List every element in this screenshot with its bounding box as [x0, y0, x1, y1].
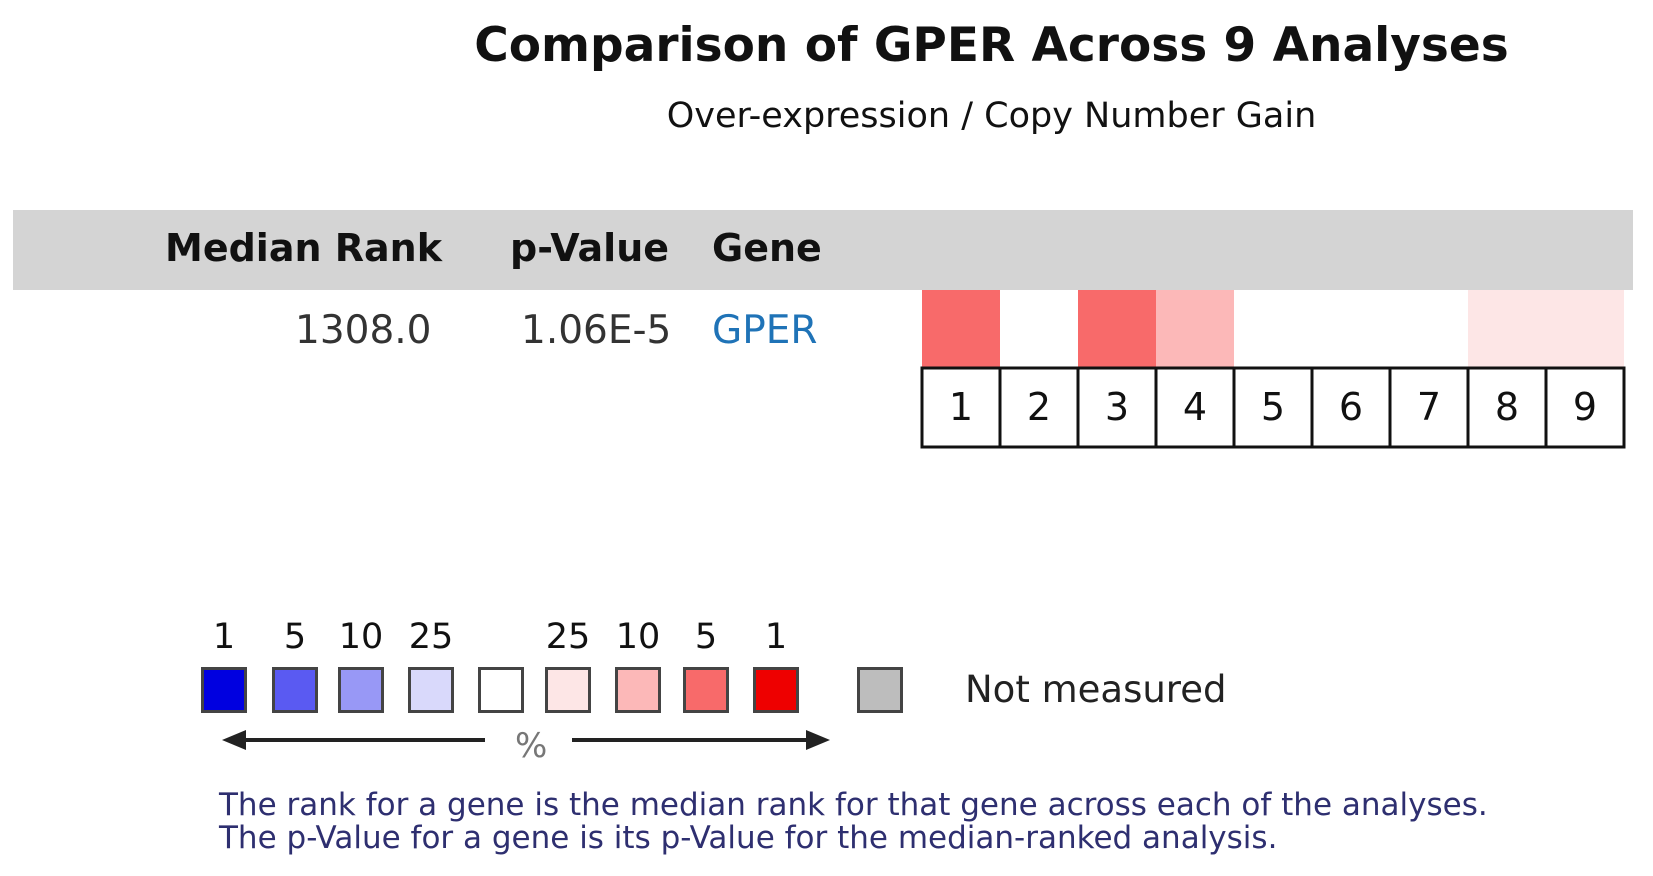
analysis-index-label-7: 7	[1417, 385, 1441, 429]
legend-swatch-1	[201, 667, 247, 713]
chart-title: Comparison of GPER Across 9 Analyses	[474, 18, 1509, 73]
analysis-index-box-2	[998, 366, 1080, 449]
analysis-index-label-1: 1	[949, 385, 973, 429]
analysis-index-box-3	[1076, 366, 1158, 449]
legend-swatch-9	[753, 667, 799, 713]
legend-label-6: 25	[545, 617, 591, 657]
legend-swatch-8	[683, 667, 729, 713]
legend-swatch-6	[545, 667, 591, 713]
p-value-value: 1.06E-5	[521, 308, 672, 353]
analysis-index-box-9	[1544, 366, 1626, 449]
analysis-index-box-8	[1466, 366, 1548, 449]
table-header-band	[13, 210, 1633, 290]
legend-swatch-4	[408, 667, 454, 713]
legend-label-3: 10	[338, 617, 384, 657]
heatmap-cell-9	[1546, 290, 1624, 368]
heatmap-cell-5	[1234, 290, 1312, 368]
analysis-index-label-6: 6	[1339, 385, 1363, 429]
legend-swatch-3	[338, 667, 384, 713]
analysis-index-box-5	[1232, 366, 1314, 449]
header-median-rank: Median Rank	[165, 226, 442, 270]
header-p-value: p-Value	[510, 226, 670, 270]
analysis-index-label-3: 3	[1105, 385, 1129, 429]
header-gene: Gene	[712, 226, 822, 270]
analysis-index-label-5: 5	[1261, 385, 1285, 429]
not-measured-label: Not measured	[965, 668, 1227, 711]
heatmap-cell-6	[1312, 290, 1390, 368]
legend-label-9: 1	[764, 617, 788, 657]
gene-link[interactable]: GPER	[712, 308, 818, 353]
analysis-index-box-4	[1154, 366, 1236, 449]
heatmap-cell-2	[1000, 290, 1078, 368]
heatmap-cell-7	[1390, 290, 1468, 368]
analysis-index-label-8: 8	[1495, 385, 1519, 429]
legend-label-4: 25	[408, 617, 454, 657]
analysis-index-box-6	[1310, 366, 1392, 449]
left-arrow-head	[222, 730, 246, 750]
legend-label-1: 1	[212, 617, 236, 657]
heatmap-cell-1	[922, 290, 1000, 368]
analysis-index-label-4: 4	[1183, 385, 1207, 429]
legend-swatch-5	[478, 667, 524, 713]
heatmap-cell-3	[1078, 290, 1156, 368]
legend-label-2: 5	[283, 617, 307, 657]
footnote-line-2: The p-Value for a gene is its p-Value fo…	[219, 820, 1278, 856]
analysis-index-label-9: 9	[1573, 385, 1597, 429]
median-rank-value: 1308.0	[295, 308, 432, 353]
not-measured-swatch	[857, 667, 903, 713]
right-arrow-head	[806, 730, 830, 750]
legend-label-8: 5	[694, 617, 718, 657]
percent-symbol: %	[515, 726, 548, 766]
heatmap-cell-4	[1156, 290, 1234, 368]
analysis-index-label-2: 2	[1027, 385, 1051, 429]
legend-swatch-2	[272, 667, 318, 713]
heatmap-cell-8	[1468, 290, 1546, 368]
legend-swatch-7	[615, 667, 661, 713]
footnote-line-1: The rank for a gene is the median rank f…	[219, 787, 1488, 823]
legend-label-7: 10	[615, 617, 661, 657]
chart-subtitle: Over-expression / Copy Number Gain	[666, 96, 1317, 136]
